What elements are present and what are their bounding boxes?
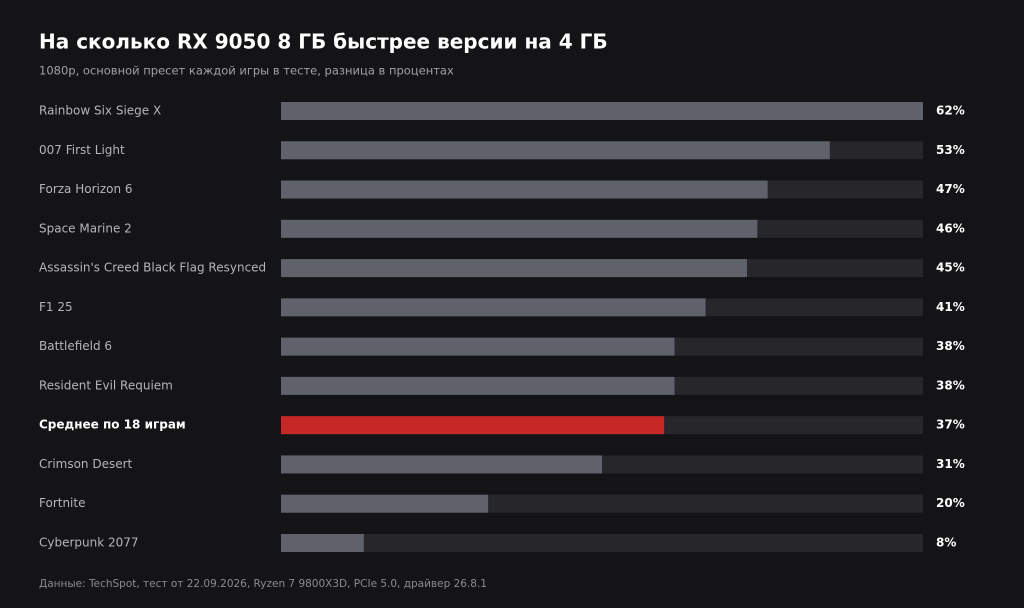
- bar: [281, 219, 758, 238]
- category-label: Fortnite: [39, 496, 85, 510]
- chart-subtitle: 1080p, основной пресет каждой игры в тес…: [39, 64, 454, 78]
- bar: [281, 533, 364, 552]
- bar: [281, 259, 747, 278]
- value-label: 31%: [936, 457, 965, 471]
- bar: [281, 337, 675, 356]
- bar-track: [281, 533, 923, 552]
- category-label: Battlefield 6: [39, 339, 112, 353]
- category-label: Space Marine 2: [39, 221, 132, 235]
- bar: [281, 494, 489, 513]
- category-label: Forza Horizon 6: [39, 182, 133, 196]
- value-label: 62%: [936, 104, 965, 118]
- source-note: Данные: TechSpot, тест от 22.09.2026, Ry…: [39, 578, 487, 590]
- bar: [281, 180, 768, 199]
- bar: [281, 455, 602, 474]
- category-label: Assassin's Creed Black Flag Resynced: [39, 261, 266, 275]
- value-label: 45%: [936, 261, 965, 275]
- value-label: 53%: [936, 143, 965, 157]
- bar: [281, 102, 923, 120]
- value-label: 41%: [936, 300, 965, 314]
- value-label: 37%: [936, 418, 965, 432]
- category-label: Rainbow Six Siege X: [39, 104, 161, 118]
- category-label: Crimson Desert: [39, 457, 133, 471]
- value-label: 38%: [936, 339, 965, 353]
- value-label: 8%: [936, 535, 956, 549]
- chart-title: На сколько RX 9050 8 ГБ быстрее версии н…: [39, 30, 608, 54]
- value-label: 20%: [936, 496, 965, 510]
- category-label: Среднее по 18 играм: [39, 418, 186, 432]
- category-label: F1 25: [39, 300, 73, 314]
- bar: [281, 298, 706, 317]
- category-label: 007 First Light: [39, 143, 125, 157]
- value-label: 46%: [936, 221, 965, 235]
- category-label: Cyberpunk 2077: [39, 535, 139, 549]
- bar: [281, 416, 665, 435]
- category-label: Resident Evil Requiem: [39, 378, 173, 392]
- bar: [281, 376, 675, 395]
- value-label: 47%: [936, 182, 965, 196]
- bar: [281, 141, 830, 160]
- value-label: 38%: [936, 378, 965, 392]
